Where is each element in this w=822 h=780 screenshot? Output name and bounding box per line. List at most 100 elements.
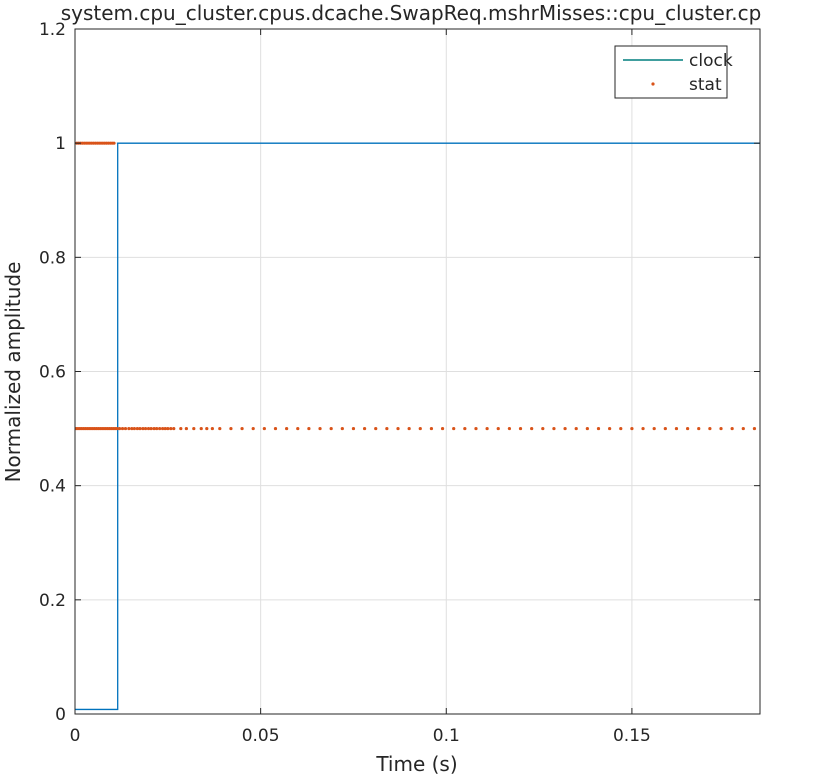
y-tick-label: 1.2 <box>39 20 66 40</box>
series-line-clock <box>75 142 760 711</box>
data-point-stat <box>210 426 214 431</box>
data-point-stat <box>429 426 434 431</box>
data-point-stat <box>251 426 255 431</box>
data-point-stat <box>541 426 545 431</box>
y-tick-label: 1 <box>55 134 66 154</box>
data-point-stat <box>563 426 567 431</box>
data-point-stat <box>262 426 266 431</box>
data-point-stat <box>407 426 411 431</box>
data-point-stat <box>138 426 142 431</box>
data-point-stat <box>619 426 623 431</box>
x-tick-label: 0 <box>70 726 81 746</box>
data-point-stat <box>146 426 151 431</box>
data-point-stat <box>135 426 139 431</box>
data-point-stat <box>240 426 244 431</box>
chart-title: system.cpu_cluster.cpus.dcache.SwapReq.m… <box>61 1 762 25</box>
data-point-stat <box>205 426 209 431</box>
data-point-stat <box>374 426 378 431</box>
data-point-stat <box>663 426 667 431</box>
data-point-stat <box>296 426 300 431</box>
data-point-stat <box>385 426 389 431</box>
legend-label-clock: clock <box>689 51 733 71</box>
data-point-stat <box>143 426 148 431</box>
data-point-stat <box>474 426 478 431</box>
data-point-stat <box>123 426 128 431</box>
y-tick-label: 0.2 <box>39 591 66 611</box>
y-tick-label: 0.6 <box>39 363 66 383</box>
axis-ticks: 0 0.05 0.1 0.15 0 0.2 0.4 0.6 0.8 1 1.2 <box>39 20 760 746</box>
data-point-stat <box>730 426 734 431</box>
data-point-stat <box>574 426 578 431</box>
data-point-stat <box>152 426 156 431</box>
data-point-stat <box>674 426 679 431</box>
x-axis-label: Time (s) <box>375 752 457 776</box>
data-point-stat <box>585 426 589 431</box>
data-point-stat <box>463 426 467 431</box>
plot-series <box>74 141 760 711</box>
data-point-stat <box>117 426 122 431</box>
data-point-stat <box>218 426 222 431</box>
data-point-stat <box>686 426 690 431</box>
legend-marker-stat <box>651 82 655 86</box>
data-point-stat <box>708 426 712 431</box>
data-point-stat <box>351 426 356 431</box>
y-axis-label: Normalized amplitude <box>1 262 25 483</box>
data-point-stat <box>158 426 162 431</box>
data-point-stat <box>596 426 601 431</box>
data-point-stat <box>452 426 456 431</box>
x-tick-label: 0.15 <box>613 726 651 746</box>
data-point-stat <box>179 426 183 431</box>
data-point-stat <box>169 426 173 431</box>
data-point-stat <box>163 426 167 431</box>
data-point-stat <box>752 426 757 431</box>
data-point-stat <box>608 426 612 431</box>
data-point-stat <box>329 426 333 431</box>
data-point-stat <box>127 426 131 431</box>
data-point-stat <box>229 426 233 431</box>
data-point-stat <box>362 426 367 431</box>
legend-label-stat: stat <box>689 75 722 95</box>
data-point-stat <box>507 426 511 431</box>
data-point-stat <box>120 426 125 431</box>
legend-box <box>614 45 728 99</box>
data-point-stat <box>340 426 344 431</box>
y-tick-label: 0.8 <box>39 248 66 268</box>
data-point-stat <box>155 426 159 431</box>
data-point-stat <box>697 426 701 431</box>
data-point-stat <box>741 426 745 431</box>
data-point-stat <box>172 426 176 431</box>
data-point-stat <box>115 426 119 431</box>
data-point-stat <box>161 426 165 431</box>
data-point-stat <box>719 426 723 431</box>
data-point-stat <box>285 426 289 431</box>
data-point-stat <box>112 141 116 145</box>
data-point-stat <box>652 426 656 431</box>
data-point-stat <box>552 426 556 431</box>
legend[interactable]: clock stat <box>614 45 733 99</box>
data-point-stat <box>307 426 311 431</box>
x-tick-label: 0.05 <box>242 726 280 746</box>
data-point-stat <box>396 426 400 431</box>
data-point-stat <box>273 426 278 431</box>
data-point-stat <box>418 426 422 431</box>
data-point-stat <box>641 426 645 431</box>
y-tick-label: 0 <box>55 705 66 725</box>
data-point-stat <box>149 426 153 431</box>
data-point-stat <box>184 426 188 431</box>
data-point-stat <box>192 426 196 431</box>
data-point-stat <box>318 426 322 431</box>
data-point-stat <box>518 426 523 431</box>
data-point-stat <box>630 426 634 431</box>
data-point-stat <box>440 426 445 431</box>
data-point-stat <box>132 426 136 431</box>
data-point-stat <box>485 426 489 431</box>
data-point-stat <box>496 426 500 431</box>
data-point-stat <box>130 426 134 431</box>
data-point-stat <box>166 426 170 431</box>
data-point-stat <box>530 426 534 431</box>
x-tick-label: 0.1 <box>433 726 460 746</box>
data-point-stat <box>141 426 145 431</box>
data-point-stat <box>199 426 203 431</box>
